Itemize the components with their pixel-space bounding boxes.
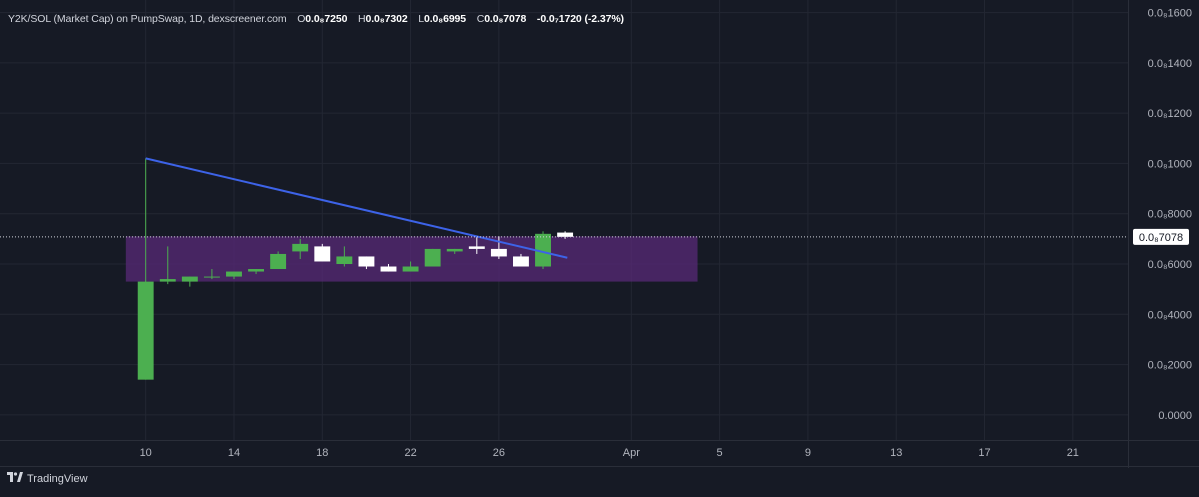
candle-body xyxy=(424,248,441,267)
change-value: -0.0₇1720 (-2.37%) xyxy=(536,13,624,25)
time-tick-label: 18 xyxy=(316,447,328,459)
time-tick-label: 17 xyxy=(978,447,990,459)
grid-layer xyxy=(0,0,1199,468)
time-tick-label: 22 xyxy=(404,447,416,459)
time-tick-label: 9 xyxy=(805,447,811,459)
low-value: 0.0₈6995 xyxy=(423,13,467,25)
price-tick-label: 0.0₈1000 xyxy=(1148,158,1192,170)
price-tick-label: 0.0₈1400 xyxy=(1148,58,1192,70)
tradingview-label: TradingView xyxy=(27,472,88,485)
time-tick-label: 13 xyxy=(890,447,902,459)
candle-body xyxy=(203,276,220,278)
price-tick-label: 0.0₈1200 xyxy=(1148,108,1192,120)
candle-body xyxy=(358,256,375,267)
open-label: O xyxy=(297,13,306,25)
close-label: C xyxy=(476,13,485,25)
candle-body xyxy=(248,269,265,272)
price-tick-label: 0.0000 xyxy=(1158,410,1192,422)
last-price-badge xyxy=(1133,228,1189,245)
open-value: 0.0₈7250 xyxy=(305,13,348,25)
consolidation-zone xyxy=(125,236,698,282)
candle-body xyxy=(137,281,154,380)
time-tick-label: 14 xyxy=(228,447,240,459)
candle-body xyxy=(292,243,309,252)
time-tick-label: Apr xyxy=(623,447,640,459)
low-label: L xyxy=(418,13,424,25)
price-tick-label: 0.0₈6000 xyxy=(1148,259,1192,271)
candle-body xyxy=(181,276,198,282)
time-tick-label: 21 xyxy=(1067,447,1079,459)
chart-legend-header: Y2K/SOL (Market Cap) on PumpSwap, 1D, de… xyxy=(8,13,624,25)
last-price-label: 0.0₈7078 xyxy=(1139,232,1183,244)
time-tick-label: 10 xyxy=(140,447,152,459)
candle-body xyxy=(159,279,176,282)
candle-body xyxy=(535,233,551,267)
close-value: 0.0₈7078 xyxy=(484,13,527,25)
candle-layer xyxy=(137,158,574,380)
time-tick-label: 5 xyxy=(717,447,723,459)
price-tick-label: 0.0₈8000 xyxy=(1148,209,1192,221)
high-label: H xyxy=(358,13,366,25)
trend-line xyxy=(145,157,568,259)
time-tick-label: 26 xyxy=(493,447,505,459)
candle-body xyxy=(402,266,419,272)
candle-body xyxy=(557,232,574,237)
symbol-label: Y2K/SOL (Market Cap) on PumpSwap, 1D, de… xyxy=(8,13,287,25)
candle-body xyxy=(380,266,397,272)
candle-body xyxy=(270,253,287,270)
price-tick-label: 0.0₈1600 xyxy=(1148,8,1192,20)
trend-layer xyxy=(0,157,1128,259)
tradingview-logo-icon xyxy=(7,472,23,485)
candle-body xyxy=(468,246,485,249)
price-tick-label: 0.0₈2000 xyxy=(1148,360,1192,372)
high-value: 0.0₈7302 xyxy=(365,13,408,25)
zone-layer xyxy=(125,236,698,282)
candle-body xyxy=(336,256,353,264)
axis-layer: 0.0000 0.0₈2000 0.0₈4000 0.0₈6000 0.0₈8000 0.… xyxy=(140,8,1192,459)
tradingview-brand[interactable]: TradingView xyxy=(7,472,88,485)
candle-body xyxy=(446,248,463,252)
price-tick-label: 0.0₈4000 xyxy=(1148,309,1192,321)
candle-body xyxy=(513,256,529,267)
candle-body xyxy=(226,271,242,277)
candle-body xyxy=(314,246,331,262)
candle-body xyxy=(490,248,507,257)
